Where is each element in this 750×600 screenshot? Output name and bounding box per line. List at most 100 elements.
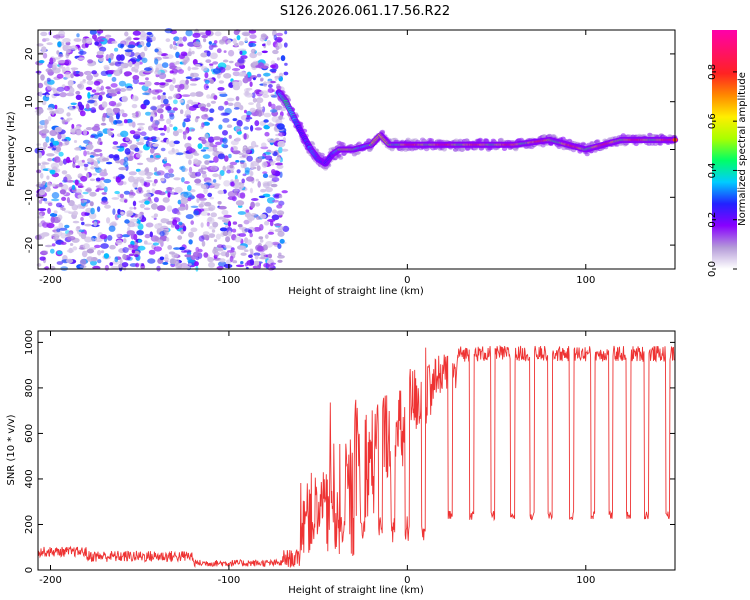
spectrogram-noise-cell [235,160,240,163]
spectrogram-noise-cell [112,107,121,113]
spectrogram-noise-cell [193,210,200,216]
spectrogram-noise-cell [209,63,214,66]
spectrogram-noise-cell [84,223,92,227]
spectrogram-noise-cell [84,236,93,243]
spectrogram-noise-cell [214,31,222,37]
spectrogram-noise-cell [109,262,114,266]
spectrogram-noise-cell [192,32,201,38]
spectrogram-noise-cell [58,205,65,208]
spectrogram-noise-cell [46,222,55,229]
spectrogram-noise-cell [161,95,166,99]
spectrogram-noise-cell [97,249,102,256]
spectrogram-noise-cell [139,137,145,143]
spectrogram-noise-cell [153,246,162,252]
spectrogram-noise-cell [259,239,264,243]
spectrogram-noise-cell [41,232,50,237]
spectrogram-noise-cell [178,37,183,41]
spectrogram-noise-cell [271,199,280,203]
spectrogram-noise-cell [104,34,112,38]
spectrogram-noise-cell [162,197,170,203]
spectrogram-noise-cell [176,152,184,156]
spectrogram-noise-cell [117,111,121,118]
spectrogram-noise-cell [81,159,85,163]
spectrogram-noise-cell [173,40,176,46]
spectrogram-noise-cell [100,200,109,205]
spectrogram-noise-cell [235,96,240,101]
spectrogram-noise-cell [220,112,229,116]
spectrogram-noise-cell [58,160,64,166]
spectrogram-noise-cell [222,165,226,172]
snr-y-ticks: 0 200 400 600 800 1000 [24,330,675,573]
spectrogram-noise-cell [237,211,246,215]
spectrogram-noise-cell [157,205,166,212]
spectrogram-noise-cell [53,210,58,214]
spectrogram-noise-cell [61,134,66,140]
spectrogram-noise-cell [122,253,127,260]
spectrogram-noise-cell [108,225,116,232]
spectrogram-noise-cell [130,57,138,63]
spectrogram-noise-cell [259,224,264,231]
spectrogram-noise-cell [180,197,189,205]
spectrogram-noise-cell [145,77,149,81]
spectrogram-noise-cell [223,263,233,269]
spectrogram-noise-cell [92,173,97,176]
spectrogram-noise-cell [188,166,193,173]
spectrogram-noise-cell [187,51,192,57]
spectrogram-noise-cell [132,30,141,36]
spectrogram-noise-cell [246,155,253,162]
spectrogram-noise-cell [123,156,129,163]
spectrogram-noise-cell [112,208,116,215]
spectrogram-noise-cell [145,242,153,245]
spectrogram-noise-cell [212,146,218,152]
spectrogram-noise-cell [263,124,271,130]
spectrogram-noise-cell [146,37,154,43]
colorbar: 0.0 0.2 0.4 0.6 0.8 Normalized spectral ampl… [707,30,748,277]
spectrogram-noise-cell [166,126,170,133]
spectrogram-noise-cell [113,69,122,77]
spectrogram-noise-cell [59,92,67,98]
spectrogram-noise-cell [249,52,258,59]
spectrogram-noise-cell [94,92,101,96]
spectrogram-y-ticks: -20 -10 0 10 20 [24,48,675,253]
spectrogram-noise-cell [99,46,107,52]
spectrogram-ridge-halo [338,155,344,160]
spectrogram-noise-cell [183,191,192,198]
y-tick-label: -20 [24,237,35,253]
spectrogram-noise-cell [134,254,139,258]
spectrogram-noise-cell [56,73,64,79]
colorbar-tick-label: 0.8 [707,64,718,80]
spectrogram-noise-cell [123,119,128,124]
spectrogram-noise-cell [49,129,58,137]
spectrogram-noise-cell [206,221,210,227]
spectrogram-noise-cell [240,183,245,189]
spectrogram-noise-cell [109,244,116,250]
spectrogram-noise-cell [281,148,289,152]
spectrogram-noise-cell [212,61,219,65]
spectrogram-noise-cell [56,228,61,233]
spectrogram-noise-cell [215,141,222,146]
spectrogram-noise-cell [155,137,160,141]
spectrogram-noise-cell [274,76,278,81]
spectrogram-noise-cell [135,153,142,158]
spectrogram-noise-cell [167,110,176,114]
spectrogram-noise-cell [265,206,273,214]
spectrogram-noise-cell [275,118,283,125]
spectrogram-noise-cell [54,104,58,110]
spectrogram-noise-cell [205,29,212,36]
spectrogram-noise-cell [260,257,269,260]
spectrogram-noise-cell [153,217,157,220]
spectrogram-noise-cell [157,51,163,56]
spectrogram-noise-cell [135,111,139,118]
spectrogram-noise-cell [159,113,164,120]
spectrogram-noise-cell [86,187,92,193]
spectrogram-noise-cell [210,212,217,218]
spectrogram-noise-cell [144,200,150,205]
spectrogram-noise-cell [174,224,180,230]
spectrogram-noise-cell [92,34,97,40]
spectrogram-noise-cell [46,181,52,188]
spectrogram-noise-cell [195,183,204,186]
spectrogram-noise-cell [79,265,87,268]
spectrogram-noise-cell [239,160,246,163]
spectrogram-noise-cell [163,124,167,132]
spectrogram-noise-cell [166,106,172,111]
